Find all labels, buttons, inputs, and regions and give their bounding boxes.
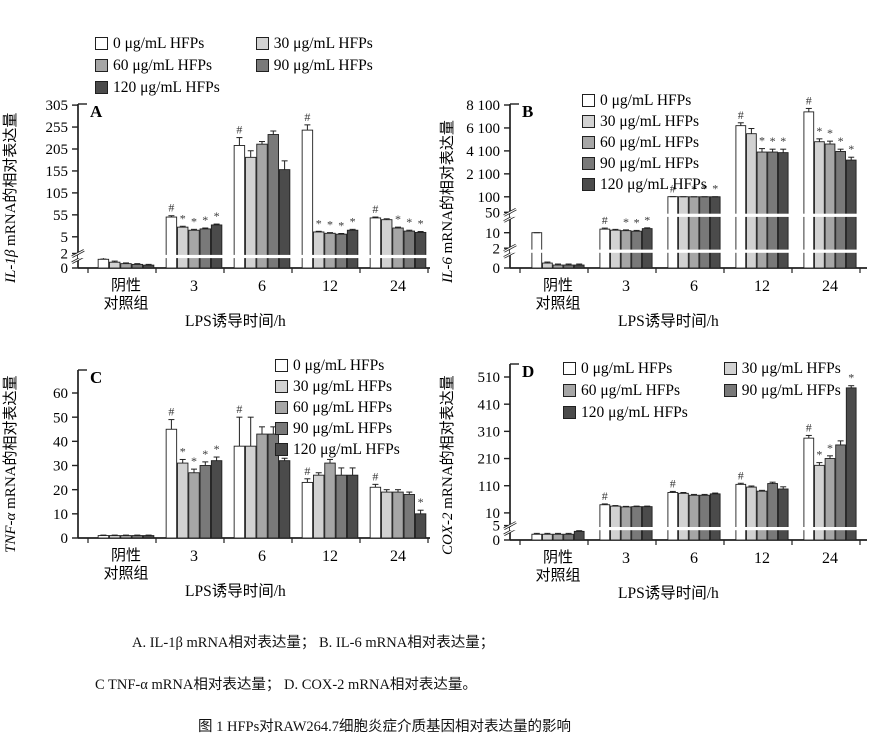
svg-text:C: C bbox=[90, 368, 102, 387]
svg-text:*: * bbox=[418, 495, 424, 509]
svg-text:60: 60 bbox=[53, 386, 68, 402]
svg-text:210: 210 bbox=[478, 452, 501, 468]
svg-text:24: 24 bbox=[822, 550, 838, 567]
svg-text:*: * bbox=[816, 448, 822, 462]
svg-text:#: # bbox=[738, 468, 744, 482]
svg-text:阴性: 阴性 bbox=[111, 547, 141, 564]
svg-text:40: 40 bbox=[53, 434, 68, 450]
svg-text:*: * bbox=[191, 454, 197, 468]
svg-text:*: * bbox=[848, 371, 854, 385]
svg-text:*: * bbox=[827, 441, 833, 455]
svg-text:*: * bbox=[214, 442, 220, 456]
svg-text:0: 0 bbox=[493, 533, 501, 549]
svg-text:*: * bbox=[180, 444, 186, 458]
svg-text:10: 10 bbox=[485, 506, 500, 522]
svg-text:#: # bbox=[236, 402, 242, 416]
svg-text:#: # bbox=[670, 476, 676, 490]
svg-text:D: D bbox=[522, 362, 534, 381]
svg-text:#: # bbox=[806, 420, 812, 434]
svg-text:6: 6 bbox=[690, 550, 698, 567]
svg-text:#: # bbox=[304, 464, 310, 478]
svg-text:20: 20 bbox=[53, 483, 68, 499]
svg-text:12: 12 bbox=[754, 550, 770, 567]
svg-text:对照组: 对照组 bbox=[535, 567, 580, 584]
svg-text:阴性: 阴性 bbox=[543, 549, 573, 566]
svg-text:*: * bbox=[202, 447, 208, 461]
svg-text:6: 6 bbox=[258, 548, 266, 565]
svg-text:410: 410 bbox=[478, 397, 501, 413]
svg-text:3: 3 bbox=[622, 550, 630, 567]
svg-text:10: 10 bbox=[53, 507, 68, 523]
svg-text:#: # bbox=[168, 405, 174, 419]
svg-text:310: 310 bbox=[478, 424, 501, 440]
svg-text:12: 12 bbox=[322, 548, 338, 565]
svg-text:0: 0 bbox=[61, 531, 69, 547]
svg-text:24: 24 bbox=[390, 548, 406, 565]
svg-text:50: 50 bbox=[53, 410, 68, 426]
svg-text:#: # bbox=[372, 469, 378, 483]
svg-text:30: 30 bbox=[53, 459, 68, 475]
svg-text:3: 3 bbox=[190, 548, 198, 565]
svg-text:510: 510 bbox=[478, 370, 501, 386]
svg-text:对照组: 对照组 bbox=[103, 565, 148, 582]
svg-text:#: # bbox=[602, 489, 608, 503]
svg-text:110: 110 bbox=[478, 479, 500, 495]
